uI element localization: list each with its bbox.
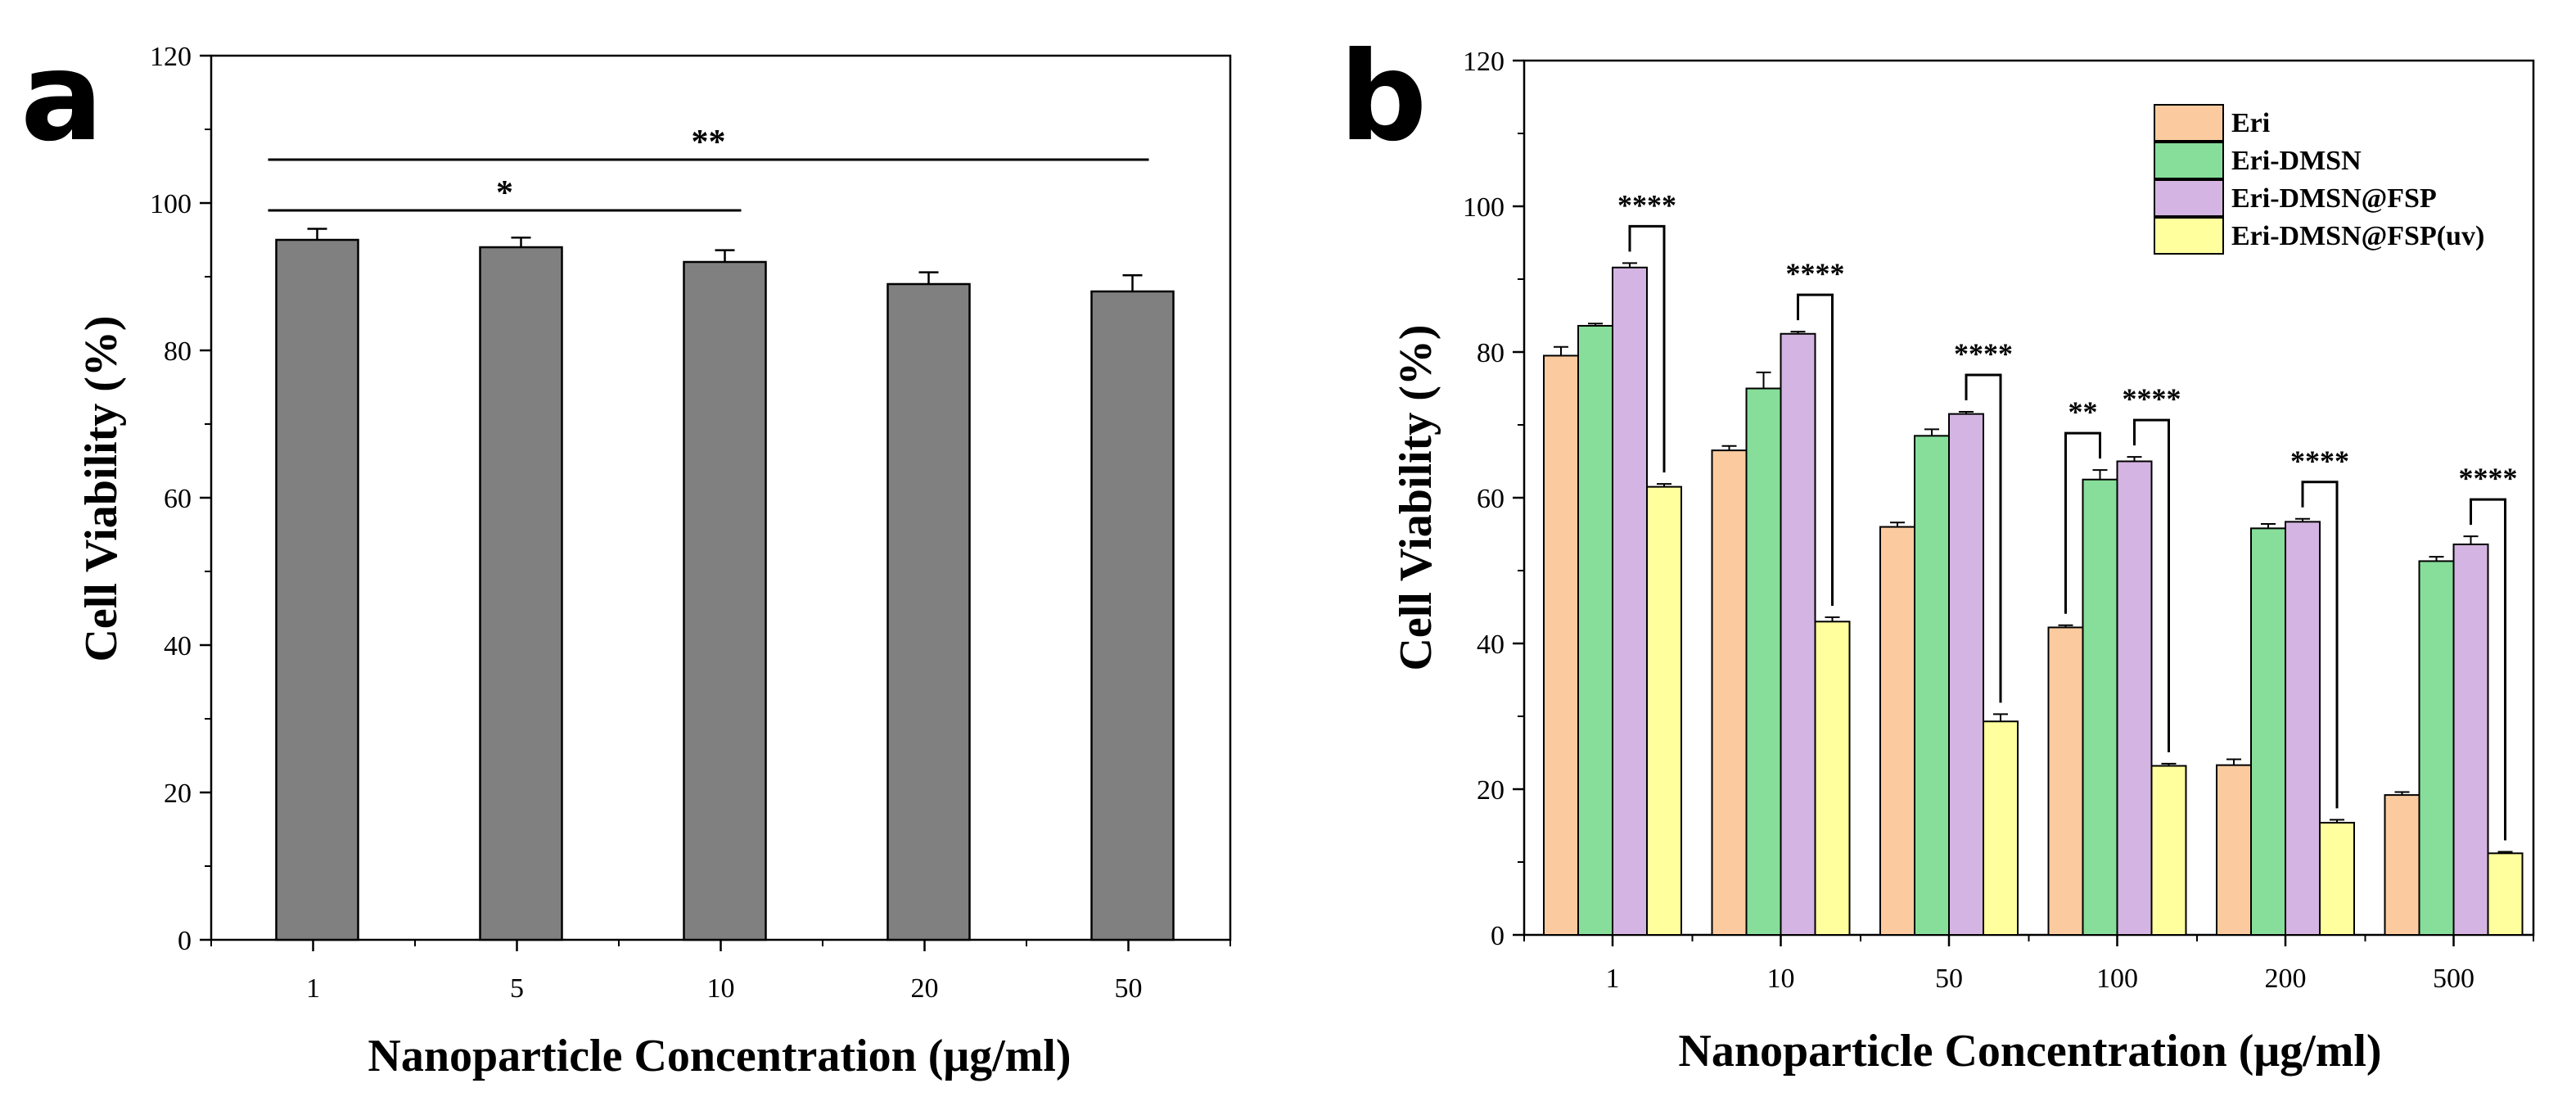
chart-b-significance-label: ** [2068, 395, 2098, 428]
chart-a-bar [479, 246, 563, 941]
chart-a-x-axis-label: Nanoparticle Concentration (μg/ml) [368, 1031, 1071, 1081]
chart-b-legend-swatch [2154, 179, 2224, 217]
chart-b-bar-eri [1879, 526, 1915, 936]
chart-b-significance-label: **** [2290, 445, 2349, 477]
chart-b-significance-bracket [1628, 224, 1666, 473]
chart-a-x-tick-label: 50 [1115, 973, 1143, 1004]
chart-b-bar-eri-dmsn-fsp-uv- [2319, 821, 2355, 936]
chart-b-bar-eri-dmsn-fsp [2116, 460, 2153, 936]
chart-b-y-tick-label: 40 [1477, 630, 1505, 660]
chart-b-x-axis-label: Nanoparticle Concentration (μg/ml) [1678, 1026, 2381, 1077]
chart-b-significance-bracket [1797, 293, 1834, 606]
chart-b-legend-swatch [2154, 217, 2224, 255]
chart-b-y-axis-label: Cell Viability (%) [1391, 324, 1441, 670]
chart-b-x-tick-label: 500 [2433, 964, 2474, 994]
panel-letter-a: a [20, 26, 103, 169]
chart-a-x-tick-label: 10 [707, 973, 735, 1004]
chart-b-bar-eri-dmsn-fsp-uv- [1814, 621, 1851, 936]
chart-b-bar-eri-dmsn-fsp [2452, 543, 2489, 937]
chart-b-significance-bracket [2133, 418, 2170, 752]
chart-b-significance-bracket [2064, 431, 2101, 614]
chart-a-y-tick-label: 120 [150, 42, 192, 72]
chart-b-bar-eri-dmsn [2418, 560, 2455, 936]
chart-b-legend-label: Eri-DMSN [2231, 146, 2362, 176]
chart-a-y-tick-label: 20 [164, 779, 192, 809]
chart-a-y-axis-label: Cell Viability (%) [76, 315, 127, 661]
chart-b-bar-eri-dmsn-fsp-uv- [2487, 852, 2524, 936]
chart-b-y-tick-label: 60 [1477, 484, 1505, 514]
chart-b-bar-eri-dmsn-fsp [1948, 413, 1984, 936]
chart-b-bar-eri-dmsn [1745, 387, 1782, 936]
chart-a-y-tick-label: 60 [164, 484, 192, 514]
chart-b-significance-label: **** [2123, 382, 2181, 415]
chart-b-legend-label: Eri-DMSN@FSP(uv) [2231, 221, 2484, 251]
chart-b-significance-bracket [2470, 498, 2506, 841]
chart-b-bar-eri-dmsn-fsp-uv- [2150, 765, 2187, 937]
chart-b-legend-swatch [2154, 104, 2224, 142]
chart-b-y-tick-label: 100 [1463, 192, 1505, 223]
chart-b-significance-label: **** [2459, 462, 2518, 494]
chart-a-x-tick-label: 5 [510, 973, 524, 1004]
chart-a-y-tick-label: 100 [150, 189, 192, 219]
chart-b-x-tick-label: 200 [2265, 964, 2307, 994]
chart-b-x-tick-label: 50 [1935, 964, 1963, 994]
chart-b-bar-eri-dmsn [2082, 478, 2118, 936]
chart-b-significance-label: **** [1617, 188, 1676, 221]
chart-b-legend-label: Eri-DMSN@FSP [2231, 183, 2437, 214]
chart-a-y-tick-label: 0 [178, 926, 192, 956]
chart-b-bar-eri-dmsn [1577, 324, 1613, 936]
chart-b-bar-eri-dmsn-fsp [1612, 266, 1648, 936]
chart-a-bar [275, 238, 359, 941]
chart-b-x-tick-label: 1 [1606, 964, 1620, 994]
chart-b-bar-eri [1711, 449, 1748, 936]
chart-a-bar [683, 260, 767, 941]
chart-b-y-tick-label: 80 [1477, 338, 1505, 368]
chart-a-y-tick-label: 40 [164, 631, 192, 661]
chart-a-x-tick-label: 1 [306, 973, 320, 1004]
chart-b-bar-eri-dmsn-fsp [2285, 521, 2321, 936]
chart-a-y-tick-label: 80 [164, 336, 192, 367]
chart-b-y-tick-label: 120 [1463, 47, 1505, 77]
chart-b-bar-eri [2047, 626, 2084, 936]
chart-b-significance-label: **** [1786, 257, 1845, 290]
chart-b-significance-label: **** [1954, 337, 2013, 370]
chart-b-bar-eri [2216, 764, 2252, 936]
chart-a-bar [1090, 290, 1175, 941]
chart-b-bar-eri-dmsn [2250, 527, 2286, 936]
chart-b-bar-eri-dmsn-fsp [1780, 332, 1816, 936]
chart-b-x-tick-label: 100 [2096, 964, 2138, 994]
chart-b-bar-eri-dmsn-fsp-uv- [1646, 485, 1682, 936]
chart-a-significance-label: * [496, 174, 513, 212]
panel-letter-b: b [1339, 26, 1427, 169]
chart-b-bar-eri-dmsn [1914, 435, 1950, 936]
chart-a-bar [886, 282, 971, 941]
chart-b-x-tick-label: 10 [1767, 964, 1795, 994]
chart-a-significance-label: ** [692, 124, 726, 161]
chart-b-significance-bracket [1965, 373, 2002, 703]
chart-b-bar-eri [2384, 794, 2420, 936]
chart-b-bar-eri [1543, 354, 1579, 936]
chart-b-significance-bracket [2301, 481, 2339, 809]
chart-b-y-tick-label: 0 [1491, 921, 1505, 951]
chart-b-legend-label: Eri [2231, 108, 2270, 138]
chart-b-bar-eri-dmsn-fsp-uv- [1983, 720, 2019, 936]
chart-a-x-tick-label: 20 [911, 973, 939, 1004]
chart-b-legend-swatch [2154, 142, 2224, 179]
chart-b-y-tick-label: 20 [1477, 775, 1505, 806]
